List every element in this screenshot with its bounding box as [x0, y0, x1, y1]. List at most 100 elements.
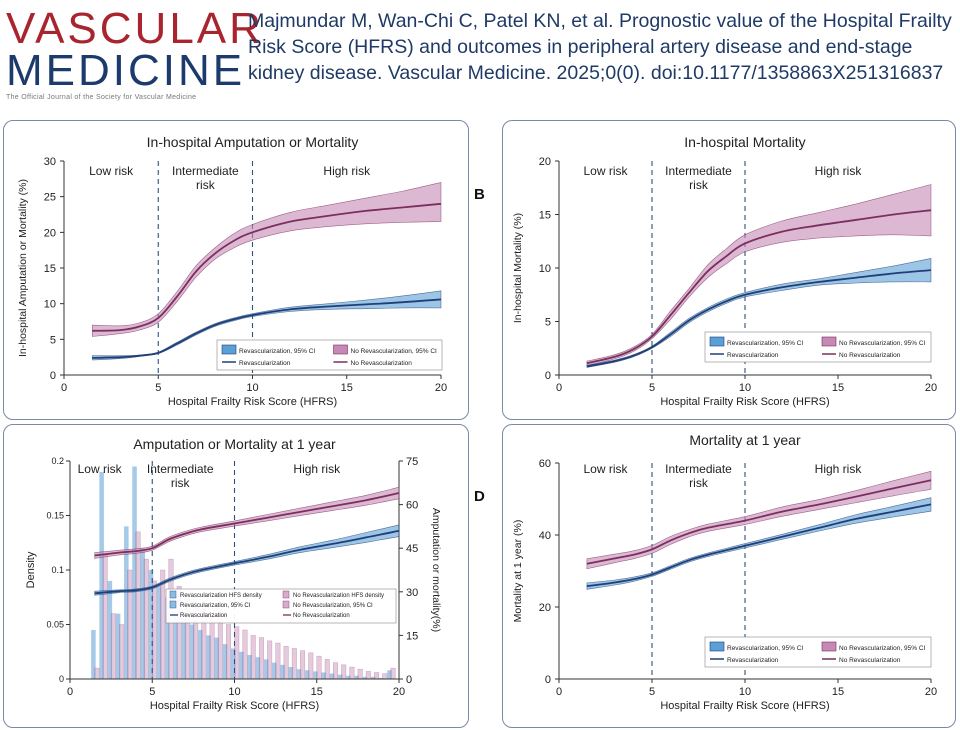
legend-label: No Revascularization, 95% CI — [351, 348, 438, 355]
y-tick-label: 20 — [44, 227, 56, 239]
legend-label: No Revascularization — [293, 613, 350, 619]
risk-region-label: Low risk — [78, 462, 123, 476]
norevasc-density-bar — [316, 655, 322, 680]
legend-swatch — [821, 336, 837, 347]
revasc-density-bar — [173, 613, 178, 679]
y2-tick-label: 30 — [406, 587, 418, 599]
y-tick-label: 40 — [539, 530, 551, 542]
revasc-density-bar — [91, 629, 96, 679]
legend-label: Revascularization, 95% CI — [239, 348, 315, 355]
y-tick-label: 10 — [44, 299, 56, 311]
x-tick-label: 20 — [925, 686, 937, 698]
revasc-density-bar — [165, 597, 170, 679]
y-axis-label: In-hospital Amputation or Mortality (%) — [17, 179, 29, 357]
norevasc-density-bar — [357, 668, 363, 680]
revasc-density-bar — [255, 657, 261, 679]
y-tick-label: 15 — [44, 263, 56, 275]
revasc-density-bar — [387, 670, 392, 679]
legend-label: Revascularization HFS density — [180, 593, 262, 599]
legend-label: No Revascularization — [839, 657, 901, 664]
legend-box — [704, 636, 932, 668]
ci-band — [586, 497, 932, 590]
norevasc-density-bar — [234, 626, 240, 680]
risk-region-label: Low risk — [89, 164, 134, 178]
legend-swatch — [709, 336, 725, 347]
revasc-density-bar — [379, 677, 384, 679]
risk-region-label: High risk — [323, 164, 371, 178]
y-axis-label: Mortality at 1 year (%) — [512, 520, 524, 623]
panel-letter-b: B — [474, 186, 485, 203]
risk-region-label: risk — [689, 178, 709, 192]
revasc-density-bar — [148, 570, 154, 679]
x-axis-label: Hospital Frailty Risk Score (HFRS) — [660, 700, 829, 712]
revasc-density-bar — [124, 526, 129, 679]
norevasc-density-bar — [250, 635, 256, 680]
x-axis-label: Hospital Frailty Risk Score (HFRS) — [168, 396, 337, 408]
citation-text: Majmundar M, Wan-Chi C, Patel KN, et al.… — [248, 10, 952, 84]
series-line — [586, 269, 932, 368]
revasc-density-bar — [115, 613, 121, 679]
y-tick-label: 10 — [539, 263, 551, 275]
x-tick-label: 15 — [832, 382, 844, 394]
panel-letter-d: D — [474, 488, 485, 505]
revasc-density-bar — [329, 673, 335, 679]
x-axis-label: Hospital Frailty Risk Score (HFRS) — [660, 396, 829, 408]
x-tick-label: 15 — [311, 686, 323, 698]
risk-region-label: Intermediate — [665, 164, 732, 178]
risk-region-label: risk — [689, 476, 709, 490]
x-tick-label: 15 — [832, 686, 844, 698]
journal-tagline: The Official Journal of the Society for … — [6, 94, 197, 101]
chart-d: Mortality at 1 year 0 20 40 60 0 5 10 15 20 Hospit… — [512, 432, 937, 712]
x-axis-label: Hospital Frailty Risk Score (HFRS) — [150, 700, 319, 712]
y-tick-label: 0 — [59, 674, 64, 684]
norevasc-density-bar — [291, 648, 297, 680]
norevasc-density-bar — [152, 580, 158, 680]
legend-label: No Revascularization — [351, 360, 413, 367]
chart-panel-b: In-hospital Mortality 0 5 10 15 20 0 5 10 15 20 Hos… — [502, 120, 956, 420]
journal-name-line2: MEDICINE — [6, 46, 246, 95]
y-tick-label: 30 — [44, 156, 56, 168]
risk-region-label: Intermediate — [172, 164, 239, 178]
revasc-density-bar — [198, 629, 203, 679]
revasc-density-bar — [321, 672, 326, 679]
legend-box — [165, 588, 397, 624]
chart-panel-a: In-hospital Amputation or Mortality 0 5 10 1… — [3, 120, 469, 420]
chart-a: In-hospital Amputation or Mortality 0 5 10 1… — [17, 134, 447, 408]
norevasc-density-bar — [102, 553, 108, 680]
norevasc-density-bar — [242, 629, 248, 680]
y-tick-label: 0 — [545, 370, 551, 382]
legend-label: Revascularization, 95% CI — [727, 340, 803, 347]
y-tick-label: 20 — [539, 602, 551, 614]
chart-b: In-hospital Mortality 0 5 10 15 20 0 5 10 15 20 Hos… — [512, 134, 937, 408]
revasc-density-bar — [337, 674, 343, 679]
revasc-density-bar — [230, 648, 236, 679]
legend-label: Revascularization — [727, 657, 779, 664]
legend-swatch — [282, 600, 290, 609]
legend-box — [704, 331, 932, 363]
y-tick-label: 60 — [539, 458, 551, 470]
risk-region-label: risk — [196, 178, 216, 192]
legend-label: Revascularization, 95% CI — [727, 645, 803, 652]
risk-region-label: risk — [171, 476, 191, 490]
y2-tick-label: 45 — [406, 543, 418, 555]
norevasc-density-bar — [94, 667, 100, 680]
y-tick-label: 20 — [539, 156, 551, 168]
x-tick-label: 5 — [155, 382, 161, 394]
norevasc-density-bar — [143, 558, 149, 680]
series-line — [586, 503, 932, 587]
ci-band — [586, 258, 932, 368]
revasc-density-bar — [288, 667, 294, 679]
norevasc-density-bar — [275, 642, 281, 680]
x-tick-label: 15 — [341, 382, 353, 394]
revasc-density-bar — [107, 580, 113, 679]
norevasc-density-bar — [390, 667, 396, 680]
legend-label: No Revascularization, 95% CI — [839, 645, 926, 652]
revasc-density-bar — [247, 655, 252, 679]
revasc-density-bar — [206, 635, 211, 679]
revasc-density-bar — [354, 675, 359, 679]
risk-region-label: Intermediate — [665, 462, 732, 476]
journal-logo: VASCULAR MEDICINE The Official Journal o… — [6, 7, 261, 102]
norevasc-density-bar — [332, 662, 338, 680]
legend-label: Revascularization — [727, 352, 779, 359]
y-tick-label: 0.05 — [46, 620, 64, 630]
